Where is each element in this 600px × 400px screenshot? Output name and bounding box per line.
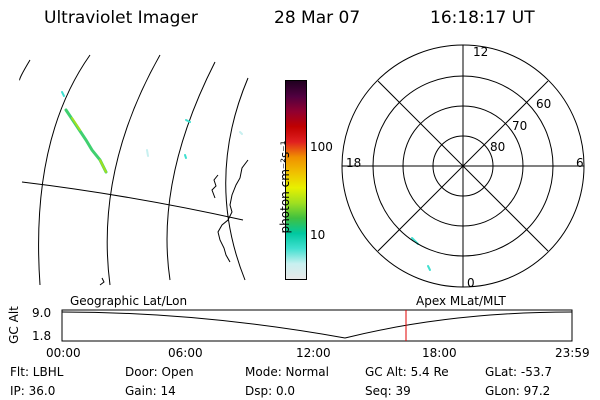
map-parallel: [21, 181, 244, 221]
timeline-tick-0000: 00:00: [46, 346, 81, 360]
time-label: 16:18:17 UT: [430, 8, 535, 28]
aurora-speck-1: [61, 91, 65, 97]
info-filter: Flt: LBHL: [10, 365, 64, 379]
aurora-speck-2: [185, 119, 191, 123]
timeline-tick-1200: 12:00: [296, 346, 331, 360]
timeline-tick-2359: 23:59: [555, 346, 590, 360]
info-door: Door: Open: [125, 365, 194, 379]
info-glon: GLon: 97.2: [485, 384, 551, 398]
info-ip: IP: 36.0: [10, 384, 56, 398]
polar-mlt-12: 12: [473, 45, 489, 59]
timeline-axis-label: GC Alt: [7, 306, 21, 344]
polar-lat-70: 70: [512, 119, 528, 133]
polar-plot: [341, 44, 585, 288]
color-bar-gradient: [286, 81, 306, 279]
polar-lat-80: 80: [490, 140, 506, 154]
info-gc-alt: GC Alt: 5.4 Re: [365, 365, 449, 379]
aurora-speck-3: [146, 149, 149, 157]
map-meridian-5: [225, 77, 249, 281]
colorbar-tick-10: 10: [310, 228, 326, 242]
info-gain: Gain: 14: [125, 384, 176, 398]
info-glat: GLat: -53.7: [485, 365, 552, 379]
timeline-left-title: Geographic Lat/Lon: [70, 294, 188, 308]
aurora-speck-4: [184, 154, 187, 159]
polar-mlt-6: 6: [576, 156, 584, 170]
map-coastline: [99, 159, 249, 286]
info-mode: Mode: Normal: [245, 365, 329, 379]
aurora-arc-1-core: [71, 117, 81, 131]
aurora-arc-1-tail: [99, 159, 107, 173]
aurora-speck-5: [239, 131, 243, 135]
info-seq: Seq: 39: [365, 384, 411, 398]
altitude-curve: [61, 311, 573, 339]
timeline-ymax: 9.0: [32, 306, 52, 320]
instrument-title: Ultraviolet Imager: [44, 8, 198, 28]
color-bar: [285, 80, 307, 280]
timeline-tick-1800: 18:00: [422, 346, 457, 360]
polar-mlt-0: 0: [467, 276, 475, 290]
timeline-right-title: Apex MLat/MLT: [416, 294, 506, 308]
date-label: 28 Mar 07: [274, 8, 361, 28]
aurora-speck-7: [427, 265, 431, 271]
polar-mlt-18: 18: [346, 156, 362, 170]
timeline-tick-0600: 06:00: [168, 346, 203, 360]
map-meridian-2: [38, 54, 91, 286]
aurora-speck-6: [411, 237, 419, 245]
map-meridian-3: [106, 54, 161, 286]
map-meridian-1: [19, 59, 31, 81]
timeline-ymin: 1.8: [32, 329, 52, 343]
map-meridian-4: [166, 61, 216, 281]
info-dsp: Dsp: 0.0: [245, 384, 296, 398]
colorbar-unit-label: photon cm⁻²s⁻¹: [278, 140, 292, 234]
polar-lat-60: 60: [536, 97, 552, 111]
timeline-plot: [61, 309, 573, 342]
aurora-arc-1: [64, 108, 108, 174]
colorbar-tick-100: 100: [310, 140, 333, 154]
